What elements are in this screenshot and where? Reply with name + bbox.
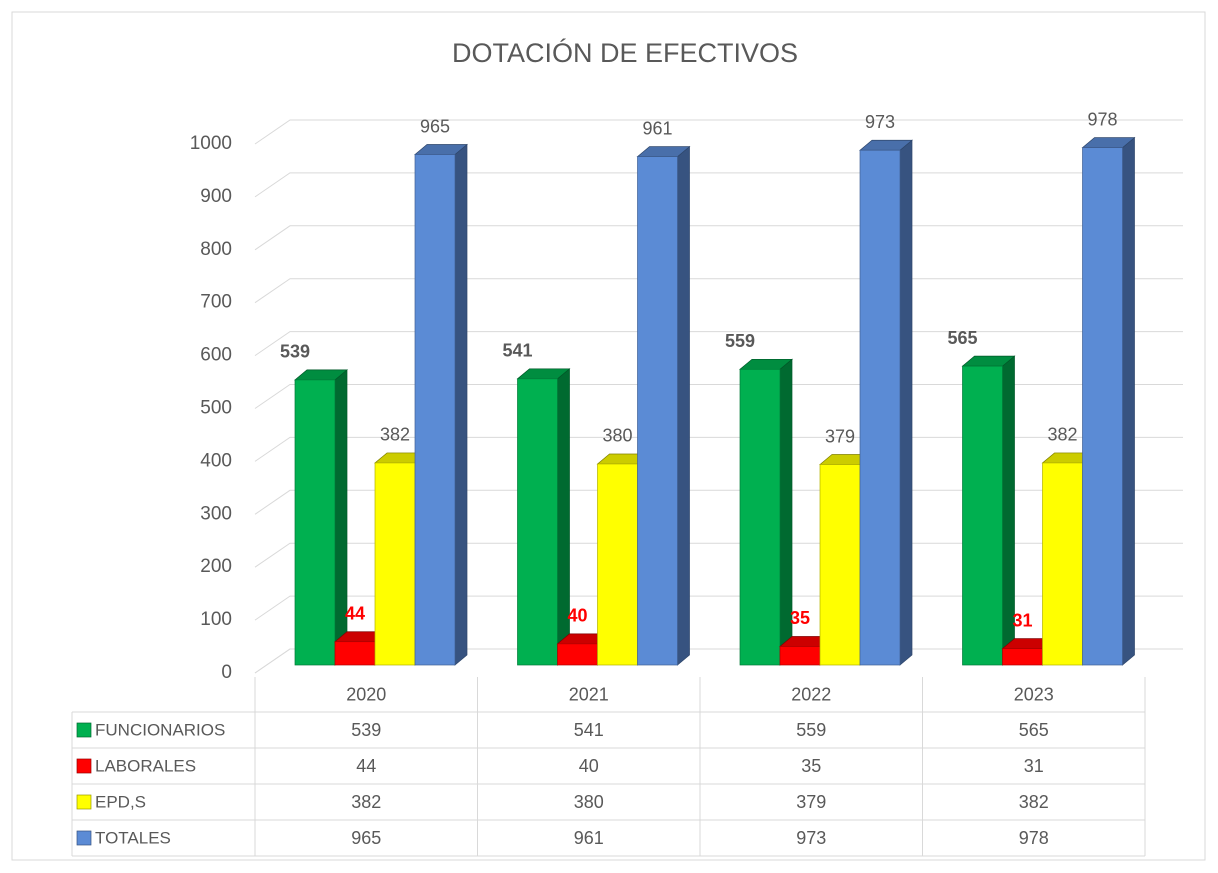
bar — [1042, 462, 1083, 666]
data-label: 965 — [420, 116, 450, 136]
table-cell: 965 — [351, 828, 381, 848]
y-tick-label: 500 — [200, 398, 232, 419]
data-label: 539 — [280, 342, 310, 362]
data-label: 379 — [825, 426, 855, 446]
x-tick-label: 2020 — [346, 684, 386, 704]
y-tick-label: 900 — [200, 186, 232, 207]
table-cell: 35 — [801, 756, 821, 776]
table-cell: 31 — [1024, 756, 1044, 776]
data-label: 40 — [567, 606, 587, 626]
x-tick-label: 2021 — [569, 684, 609, 704]
data-label: 382 — [380, 425, 410, 445]
bar — [334, 641, 376, 666]
legend-swatch — [76, 758, 92, 774]
bar — [414, 154, 456, 666]
data-label: 541 — [502, 341, 532, 361]
table-cell: 565 — [1019, 720, 1049, 740]
grid-line — [254, 119, 1183, 145]
bar-side — [1122, 136, 1135, 666]
table-cell: 379 — [796, 792, 826, 812]
y-tick-label: 400 — [200, 450, 232, 471]
table-cell: 380 — [574, 792, 604, 812]
data-label: 978 — [1087, 109, 1117, 129]
bar-side — [677, 145, 690, 666]
legend-label: FUNCIONARIOS — [95, 720, 225, 739]
legend-label: TOTALES — [95, 828, 171, 847]
data-label: 973 — [865, 112, 895, 132]
y-tick-label: 0 — [221, 662, 232, 683]
y-tick-label: 1000 — [190, 133, 232, 154]
table-cell: 973 — [796, 828, 826, 848]
y-tick-label: 800 — [200, 239, 232, 260]
data-label: 961 — [642, 118, 672, 138]
bar — [739, 368, 781, 666]
table-cell: 978 — [1019, 828, 1049, 848]
bar — [859, 149, 901, 666]
x-tick-label: 2023 — [1014, 684, 1054, 704]
bar — [597, 463, 638, 666]
data-label: 565 — [947, 328, 977, 348]
bar — [374, 462, 416, 666]
bar — [1002, 648, 1043, 666]
y-tick-label: 300 — [200, 503, 232, 524]
bar — [1082, 147, 1123, 666]
bar — [962, 365, 1003, 666]
bar — [637, 156, 678, 666]
bar — [517, 378, 558, 666]
data-label: 44 — [345, 603, 365, 623]
table-cell: 541 — [574, 720, 604, 740]
data-label: 35 — [790, 608, 810, 628]
legend-label: EPD,S — [95, 792, 146, 811]
bar — [779, 646, 821, 666]
table-cell: 44 — [356, 756, 376, 776]
data-label: 31 — [1012, 610, 1032, 630]
y-tick-label: 700 — [200, 292, 232, 313]
table-cell: 382 — [351, 792, 381, 812]
bar — [557, 643, 598, 666]
y-tick-label: 200 — [200, 556, 232, 577]
x-tick-label: 2022 — [791, 684, 831, 704]
bar-side — [454, 143, 468, 666]
table-cell: 961 — [574, 828, 604, 848]
data-label: 380 — [602, 426, 632, 446]
bar — [294, 379, 336, 666]
y-tick-label: 100 — [200, 609, 232, 630]
table-cell: 382 — [1019, 792, 1049, 812]
bar — [819, 464, 861, 666]
legend-swatch — [76, 830, 92, 846]
legend-swatch — [76, 722, 92, 738]
y-tick-label: 600 — [200, 345, 232, 366]
table-cell: 40 — [579, 756, 599, 776]
table-cell: 559 — [796, 720, 826, 740]
chart-title: DOTACIÓN DE EFECTIVOS — [452, 37, 798, 68]
legend-label: LABORALES — [95, 756, 196, 775]
data-label: 382 — [1047, 425, 1077, 445]
table-cell: 539 — [351, 720, 381, 740]
legend-swatch — [76, 794, 92, 810]
bar-side — [899, 139, 913, 666]
data-label: 559 — [725, 331, 755, 351]
